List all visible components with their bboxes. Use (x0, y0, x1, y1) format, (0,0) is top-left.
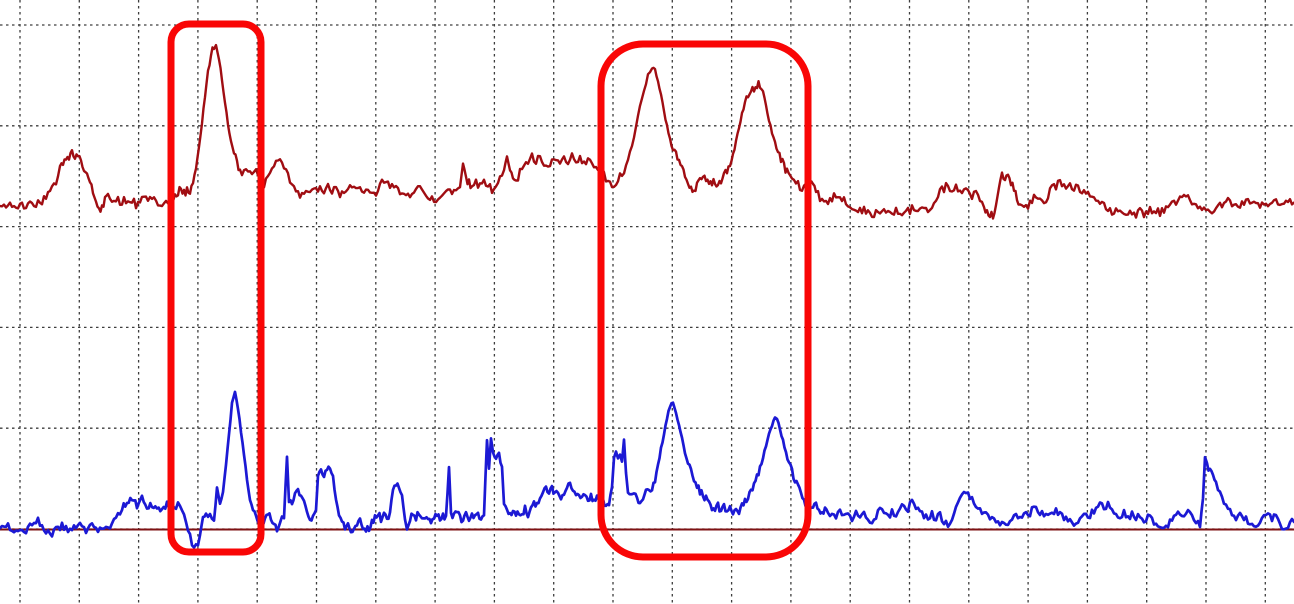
highlight-box-1 (167, 20, 265, 556)
highlight-box-2 (597, 40, 812, 561)
red-signal-trace (0, 43, 1294, 220)
blue-signal-trace (0, 390, 1294, 549)
